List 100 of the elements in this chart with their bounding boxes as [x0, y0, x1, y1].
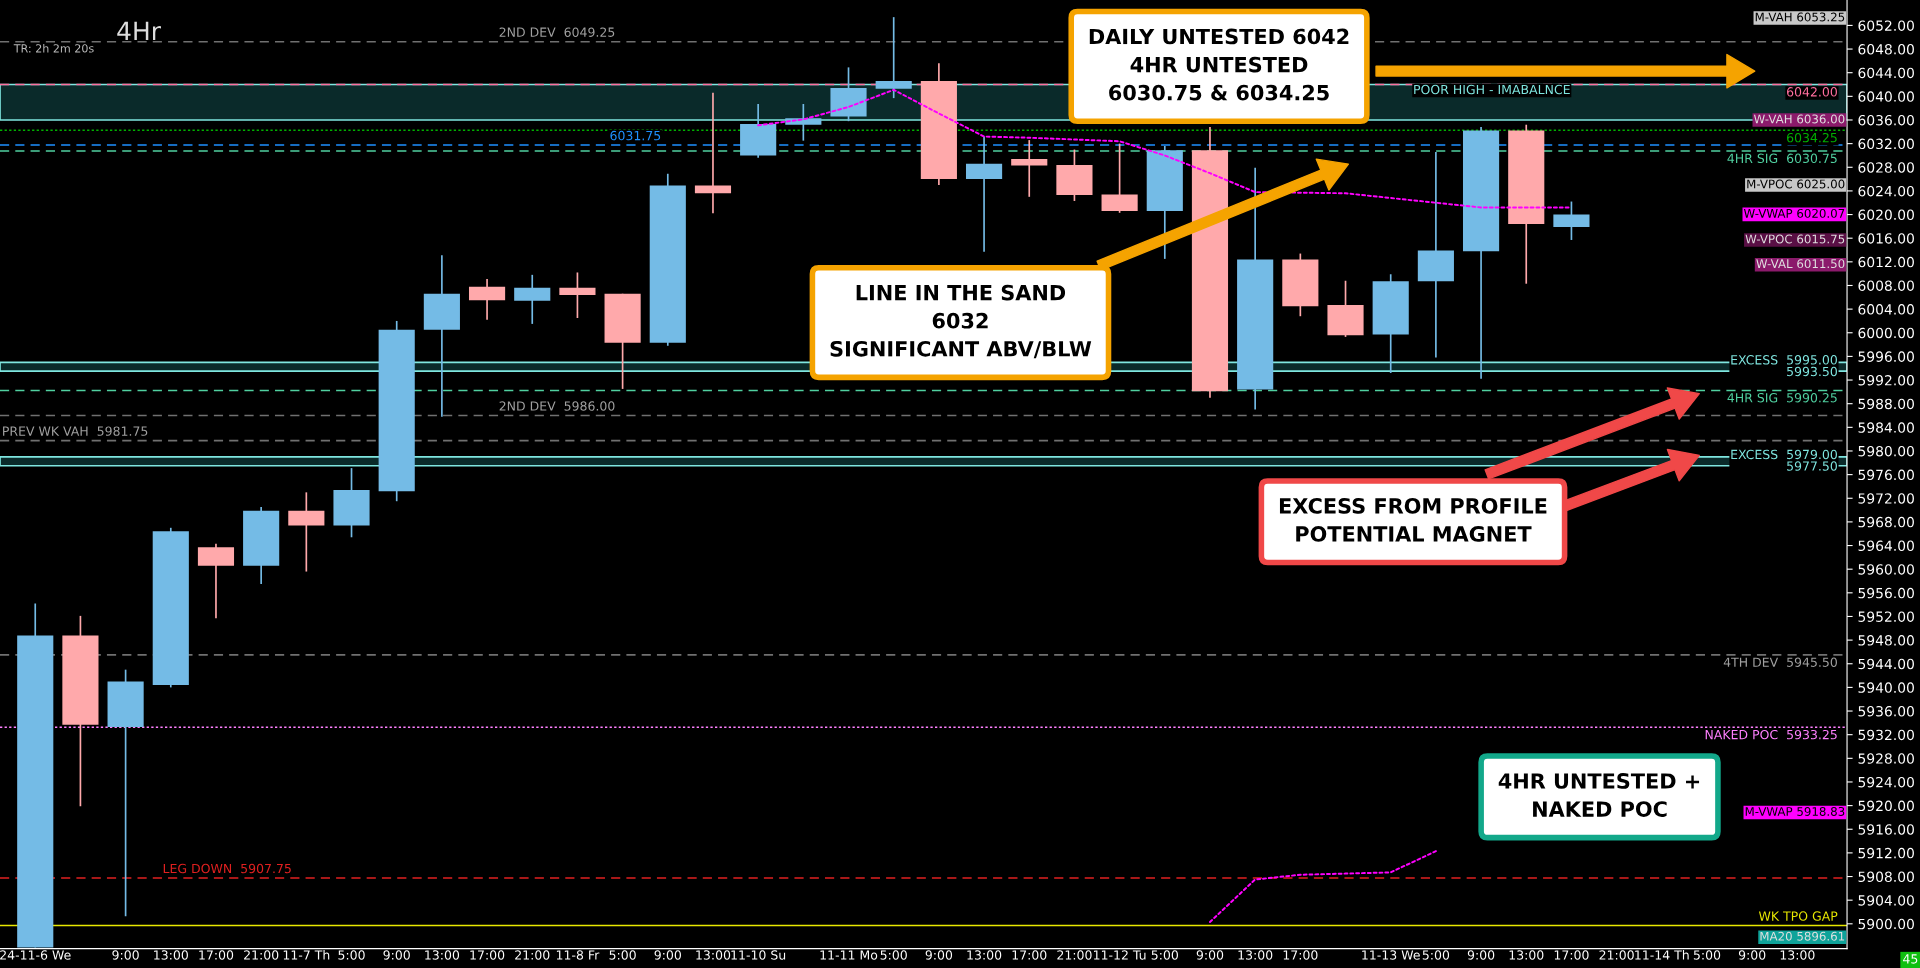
y-tick-label: 6044.00 — [1858, 67, 1914, 79]
x-tick-label: 5:00 — [338, 950, 365, 960]
x-tick-label: 9:00 — [112, 950, 139, 960]
y-tick-label: 5968.00 — [1858, 516, 1914, 528]
y-tick-label: 6028.00 — [1858, 162, 1914, 173]
y-tick-label: 5980.00 — [1858, 445, 1914, 457]
y-tick-label: 6040.00 — [1858, 91, 1914, 102]
x-tick-label: 9:00 — [925, 950, 953, 960]
y-tick-label: 5984.00 — [1858, 422, 1914, 433]
ref-line-label: 6031.75 — [610, 130, 661, 141]
annotation: 4HR UNTESTED + NAKED POC — [1498, 773, 1700, 817]
ref-line-label: 2ND DEV 6049.25 — [499, 27, 615, 37]
x-tick-label: 11-13 We — [1362, 950, 1420, 960]
ref-line-label: LEG DOWN 5907.75 — [163, 863, 291, 874]
annotation: M-VPOC 6025.00 — [1747, 179, 1845, 189]
y-tick-label: 6024.00 — [1858, 185, 1914, 197]
x-tick-label: 17:00 — [1012, 950, 1047, 960]
x-tick-label: 13:00 — [425, 950, 460, 960]
band-label: EXCESS 5995.00 5993.50 — [1731, 355, 1837, 377]
x-tick-label: 17:00 — [1283, 950, 1318, 960]
x-tick-label: 5:00 — [880, 950, 907, 960]
y-tick-label: 5908.00 — [1858, 871, 1914, 883]
x-tick-label: 21:00 — [515, 950, 550, 960]
ref-line-label: WK TPO GAP — [1758, 911, 1838, 921]
ref-line-label: 4HR SIG 5990.25 — [1727, 392, 1837, 403]
text: 45 — [1903, 954, 1918, 964]
x-tick-label: 9:00 — [1738, 950, 1766, 960]
y-tick-label: 5944.00 — [1858, 658, 1914, 670]
y-tick-label: 5904.00 — [1858, 895, 1914, 906]
y-tick-label: 5948.00 — [1858, 635, 1914, 646]
y-tick-label: 5932.00 — [1858, 729, 1914, 741]
y-tick-label: 5936.00 — [1858, 706, 1914, 717]
annotation: W-VAH 6036.00 — [1753, 114, 1845, 124]
x-tick-label: 5:00 — [1422, 950, 1450, 960]
candlestick — [694, 91, 732, 215]
y-tick-label: 5912.00 — [1858, 847, 1914, 859]
y-tick-label: 5916.00 — [1858, 824, 1914, 835]
y-tick-label: 6016.00 — [1858, 233, 1914, 244]
x-tick-label: 21:00 — [1057, 950, 1092, 960]
x-tick-label: 9:00 — [1467, 950, 1495, 960]
x-tick-label: 11-7 Th — [283, 950, 330, 960]
y-tick-label: 6008.00 — [1858, 280, 1914, 291]
ref-line-label: 4TH DEV 5945.50 — [1723, 657, 1837, 667]
annotation: DAILY UNTESTED 6042 4HR UNTESTED 6030.75 & 6034.25 — [1089, 28, 1349, 101]
y-tick-label: 5964.00 — [1858, 540, 1914, 552]
band-label: EXCESS 5979.00 5977.50 — [1731, 449, 1837, 471]
x-tick-label: 13:00 — [696, 950, 731, 960]
y-tick-label: 5952.00 — [1858, 611, 1914, 622]
annotation: MA20 5896.61 — [1760, 931, 1845, 941]
y-tick-label: 5928.00 — [1858, 753, 1914, 764]
x-tick-label: 11-11 Mo — [820, 950, 878, 960]
x-tick-label: 13:00 — [1509, 950, 1544, 960]
ref-line-label: 6034.25 — [1786, 132, 1837, 143]
ref-line-label: 4HR SIG 6030.75 — [1727, 153, 1837, 164]
annotation: W-VPOC 6015.75 — [1745, 234, 1845, 244]
ref-line-label: 2ND DEV 5986.00 — [499, 401, 615, 411]
y-tick-label: 6000.00 — [1858, 327, 1914, 339]
y-tick-label: 5920.00 — [1858, 800, 1914, 812]
candlestick — [875, 16, 912, 99]
candlestick — [559, 271, 596, 319]
y-tick-label: 5900.00 — [1858, 918, 1914, 930]
line-series — [1209, 850, 1437, 924]
x-tick-label: 11-12 Tu — [1094, 950, 1146, 960]
candlestick — [965, 135, 1003, 253]
annotation: M-VWAP 5918.83 — [1745, 807, 1845, 816]
y-tick-label: 6020.00 — [1858, 209, 1914, 221]
x-tick-label: 13:00 — [154, 950, 188, 960]
y-tick-label: 6036.00 — [1858, 114, 1914, 126]
y-tick-label: 5940.00 — [1858, 682, 1914, 693]
annotation: EXCESS FROM PROFILE POTENTIAL MAGNET — [1279, 498, 1547, 542]
y-tick-label: 6048.00 — [1858, 44, 1914, 55]
x-tick-label: 17:00 — [1554, 950, 1589, 960]
x-tick-label: 9:00 — [1196, 950, 1224, 960]
y-tick-label: 5960.00 — [1858, 564, 1914, 575]
x-tick-label: 5:00 — [609, 950, 636, 960]
x-tick-label: 5:00 — [1151, 950, 1178, 960]
x-tick-label: 21:00 — [1599, 950, 1634, 960]
x-tick-label: 13:00 — [967, 950, 1002, 960]
ref-line-label: PREV WK VAH 5981.75 — [3, 426, 148, 436]
annotation: M-VAH 6053.25 — [1755, 12, 1845, 22]
x-tick-label: 9:00 — [383, 950, 410, 960]
x-tick-label: 11-14 Th — [1635, 950, 1689, 960]
y-tick-label: 5972.00 — [1858, 493, 1914, 504]
x-tick-label: 17:00 — [199, 950, 234, 960]
x-tick-label: 9:00 — [654, 950, 681, 960]
text: 4Hr — [117, 21, 162, 41]
y-tick-label: 6004.00 — [1858, 304, 1914, 315]
x-tick-label: 24-11-6 We — [0, 950, 71, 960]
y-tick-label: 6012.00 — [1858, 256, 1914, 268]
ref-line-label: NAKED POC 5933.25 — [1705, 729, 1837, 740]
y-tick-label: 6032.00 — [1858, 138, 1914, 150]
y-tick-label: 6052.00 — [1858, 20, 1914, 31]
y-tick-label: 5988.00 — [1858, 398, 1914, 410]
y-tick-label: 5996.00 — [1858, 351, 1914, 362]
band-label: POOR HIGH - IMABALNCE — [1414, 84, 1570, 95]
y-tick-label: 5992.00 — [1858, 375, 1914, 386]
x-tick-label: 21:00 — [244, 950, 279, 960]
y-tick-label: 5976.00 — [1858, 469, 1914, 481]
y-tick-label: 5956.00 — [1858, 587, 1914, 599]
x-tick-label: 17:00 — [470, 950, 505, 960]
